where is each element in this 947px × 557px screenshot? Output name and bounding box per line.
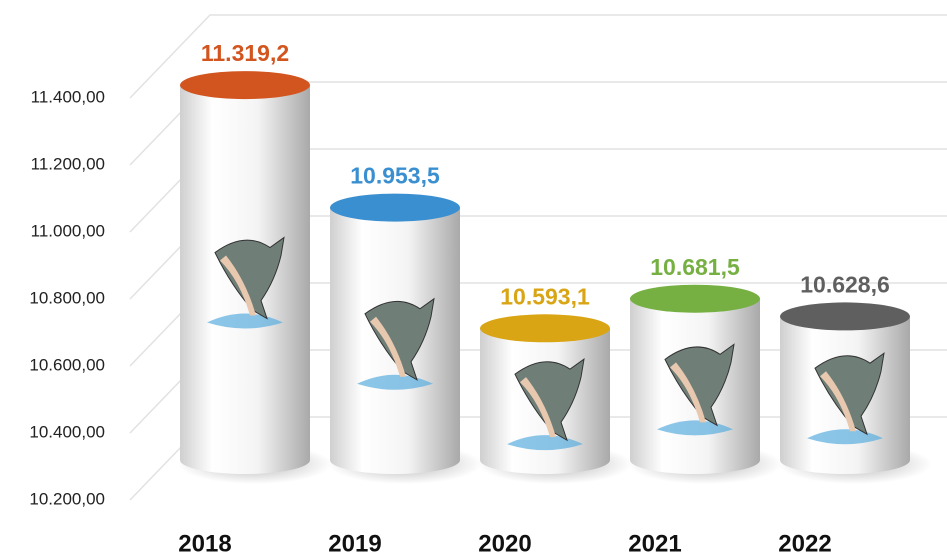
x-tick-label: 2019 <box>328 530 381 557</box>
bar-group <box>478 314 632 484</box>
y-tick-label: 11.400,00 <box>31 87 105 106</box>
value-label: 11.319,2 <box>201 40 289 66</box>
fish <box>364 297 435 381</box>
x-tick-label: 2018 <box>178 530 231 557</box>
value-label: 10.953,5 <box>350 163 440 189</box>
y-tick-label: 11.200,00 <box>31 154 105 173</box>
value-label: 10.628,6 <box>800 271 890 297</box>
value-label: 10.681,5 <box>650 254 740 280</box>
fish-belly <box>670 362 706 423</box>
fish <box>664 343 735 427</box>
y-tick-label: 11.000,00 <box>31 221 105 240</box>
y-tick-label: 10.200,00 <box>29 489 105 508</box>
x-tick-label: 2022 <box>778 530 831 557</box>
value-label: 10.593,1 <box>500 283 590 309</box>
x-tick-label: 2020 <box>478 530 531 557</box>
bar-top <box>780 302 910 331</box>
fish-belly <box>370 316 406 377</box>
fish-belly <box>220 255 256 316</box>
bar-top <box>180 71 310 100</box>
y-tick-label: 10.800,00 <box>29 288 105 307</box>
fish-belly <box>520 377 556 438</box>
y-tick-label: 10.600,00 <box>29 355 105 374</box>
y-tick-label: 10.400,00 <box>29 422 105 441</box>
grid-line <box>129 14 947 99</box>
x-tick-label: 2021 <box>628 530 681 557</box>
fish-belly <box>820 371 856 432</box>
bar-top <box>330 193 460 222</box>
bar-top <box>630 284 760 313</box>
fish <box>814 352 885 436</box>
bar-group <box>178 71 332 484</box>
fish <box>214 236 285 320</box>
bar-group <box>778 302 932 484</box>
bar-group <box>328 193 482 484</box>
bar-top <box>480 314 610 343</box>
bar-group <box>628 284 782 484</box>
fish <box>514 358 585 442</box>
